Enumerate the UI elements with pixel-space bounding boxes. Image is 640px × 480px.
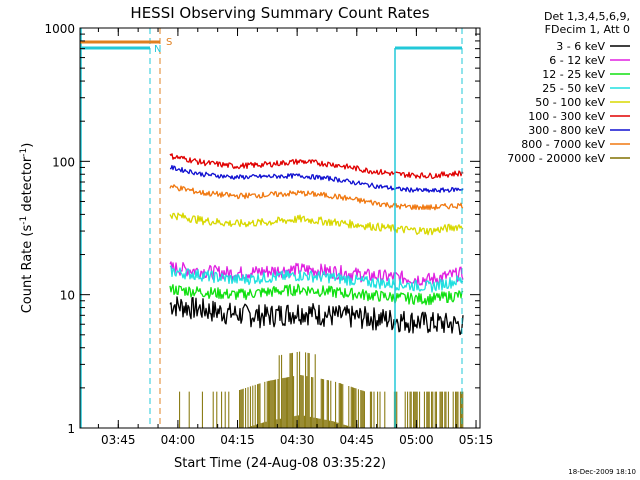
night-flag-label: N [154,44,161,55]
legend: Det 1,3,4,5,6,9,FDecim 1, Att 0 3 - 6 keV… [507,10,630,165]
legend-item-label: 7000 - 20000 keV [507,152,605,165]
chart-title: HESSI Observing Summary Count Rates [130,4,429,22]
x-axis: 03:45 04:00 04:15 04:30 04:45 05:00 05:15 [97,28,494,447]
legend-item-label: 3 - 6 keV [556,40,605,53]
series-6-12-kev [169,261,464,286]
legend-item-label: 25 - 50 keV [542,82,605,95]
y-tick-label: 100 [52,155,75,169]
legend-header: Det 1,3,4,5,6,9, [544,10,630,23]
x-tick-label: 04:45 [339,433,374,447]
legend-item-label: 50 - 100 keV [535,96,605,109]
x-tick-label: 05:00 [399,433,434,447]
series-50-100-kev [169,212,464,236]
legend-item-label: 6 - 12 keV [549,54,605,67]
y-axis: 1 10 100 1000 [44,22,480,436]
series-300-800-kev [169,164,464,194]
x-tick-label: 04:15 [220,433,255,447]
y-tick-label: 1 [67,422,75,436]
y-tick-label: 1000 [44,22,75,36]
plot-frame [79,27,481,429]
legend-item-label: 100 - 300 keV [528,110,605,123]
instrument-state-layer: SN [80,28,463,428]
series-800-7000-kev [169,184,464,211]
x-tick-label: 04:30 [280,433,315,447]
legend-header: FDecim 1, Att 0 [545,23,630,36]
series-7000-20000-kev [179,351,464,428]
legend-item-label: 800 - 7000 keV [521,138,605,151]
y-axis-label: Count Rate (s-1 detector-1) [19,143,35,314]
x-axis-label: Start Time (24-Aug-08 03:35:22) [174,456,386,471]
series-100-300-kev [169,153,464,180]
series-12-25-kev [169,283,464,306]
x-tick-label: 04:00 [161,433,196,447]
series-3-6-kev [169,296,464,336]
legend-item-label: 12 - 25 keV [542,68,605,81]
series-layer [169,153,464,428]
legend-item-label: 300 - 800 keV [528,124,605,137]
timestamp: 18-Dec-2009 18:10 [568,468,636,476]
x-tick-label: 03:45 [101,433,136,447]
series-25-50-kev [169,265,464,293]
saa-flag-label: S [166,37,172,48]
x-tick-label: 05:15 [459,433,494,447]
y-tick-label: 10 [60,289,75,303]
